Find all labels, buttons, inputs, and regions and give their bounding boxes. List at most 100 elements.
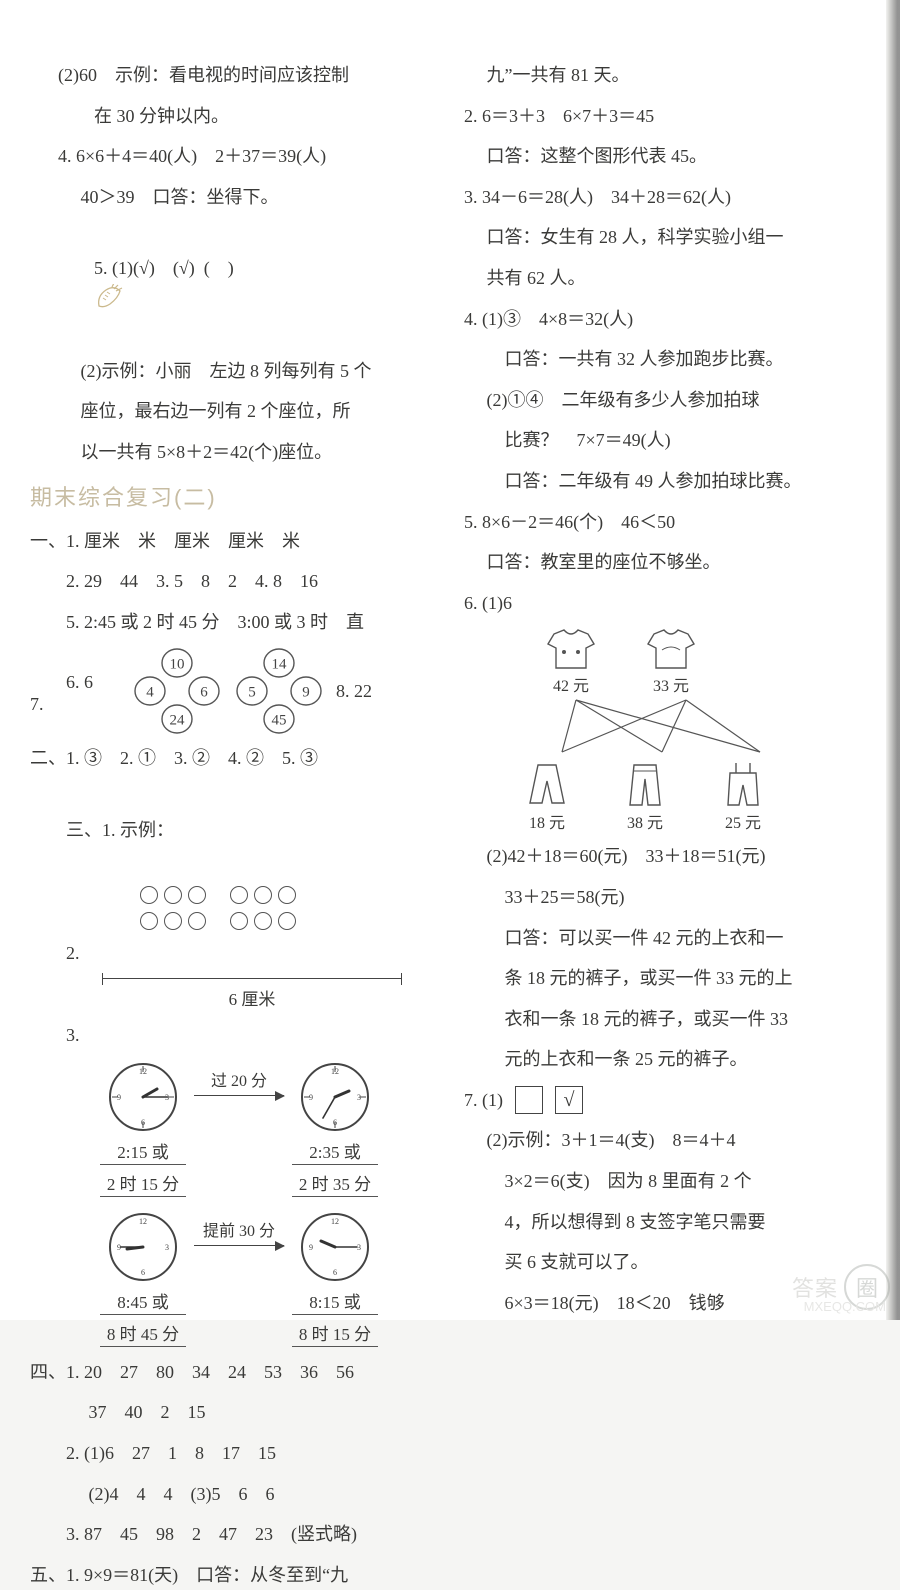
- text-line: 2. 6＝3＋3 6×7＋3＝45: [464, 101, 870, 132]
- circle-group: [230, 912, 296, 930]
- svg-text:6: 6: [141, 1268, 145, 1277]
- clock-caption: 2:35 或: [292, 1137, 378, 1165]
- clock-left: 123 69 8:45 或 8 时 45 分: [100, 1211, 186, 1347]
- text-line: 口答：女生有 28 人，科学实验小组一: [464, 222, 870, 253]
- circle-group: [230, 886, 296, 904]
- text-line: (2)①④ 二年级有多少人参加拍球: [464, 385, 870, 416]
- text-line: 一、1. 厘米 米 厘米 厘米 米: [30, 526, 436, 557]
- clock-right: 123 69 8:15 或 8 时 15 分: [292, 1211, 378, 1347]
- clock-caption: 8:15 或: [292, 1287, 378, 1315]
- circles-row: [30, 912, 436, 930]
- arrow-icon: [194, 1245, 284, 1246]
- ruler-diagram: 6 厘米: [102, 978, 402, 1010]
- price: 42 元: [553, 672, 589, 696]
- svg-text:6: 6: [333, 1118, 337, 1127]
- overalls-icon: [720, 761, 766, 809]
- text-line: 37 40 2 15: [30, 1397, 436, 1428]
- clover-row: 6. 6 7. 10 4 6 24: [30, 647, 436, 735]
- shirt-icon: [544, 628, 598, 672]
- text-line: (2)示例：小丽 左边 8 列每列有 5 个: [30, 356, 436, 387]
- svg-text:6: 6: [141, 1118, 145, 1127]
- text-line: 口答：二年级有 49 人参加拍球比赛。: [464, 466, 870, 497]
- pants-item: 25 元: [720, 761, 766, 833]
- svg-text:9: 9: [309, 1243, 313, 1252]
- price: 38 元: [627, 809, 663, 833]
- text-line: (2)42＋18＝60(元) 33＋18＝51(元): [464, 841, 870, 872]
- text-line: 5. 8×6－2＝46(个) 46＜50: [464, 507, 870, 538]
- svg-text:12: 12: [139, 1067, 147, 1076]
- clock-caption: 2:15 或: [100, 1137, 186, 1165]
- text-line: 3. 34－6＝28(人) 34＋28＝62(人): [464, 182, 870, 213]
- text-line: 九”一共有 81 天。: [464, 60, 870, 91]
- pants-item: 18 元: [524, 761, 570, 833]
- clock-caption: 2 时 15 分: [100, 1169, 186, 1197]
- q7-row: 7. (1) √: [464, 1085, 870, 1116]
- clock-caption: 2 时 35 分: [292, 1169, 378, 1197]
- text-line: 衣和一条 18 元的裤子，或买一件 33: [464, 1004, 870, 1035]
- carrot-icon: [94, 284, 124, 310]
- clover-val: 45: [272, 713, 287, 729]
- worksheet-page: (2)60 示例：看电视的时间应该控制 在 30 分钟以内。 4. 6×6＋4＝…: [0, 0, 900, 1320]
- pants-item: 38 元: [622, 761, 668, 833]
- checkbox: [515, 1086, 543, 1114]
- text-line: 40＞39 口答：坐得下。: [30, 182, 436, 213]
- text-line: 口答：教室里的座位不够坐。: [464, 547, 870, 578]
- clover-val: 10: [170, 657, 185, 673]
- text-line: 四、1. 20 27 80 34 24 53 36 56: [30, 1357, 436, 1388]
- clover-diagram: 14 5 9 45: [234, 647, 324, 735]
- arrow-label: 提前 30 分: [194, 1211, 284, 1246]
- watermark: 答案 圈 MXEQQ.COM: [792, 1264, 890, 1310]
- skirt-icon: [524, 761, 570, 809]
- section-heading: 期末综合复习(二): [30, 480, 436, 512]
- clock-caption: 8 时 45 分: [100, 1319, 186, 1347]
- clock-left: 123 69 2:15 或 2 时 15 分: [100, 1061, 186, 1197]
- checkbox: √: [555, 1086, 583, 1114]
- text-line: 3×2＝6(支) 因为 8 里面有 2 个: [464, 1166, 870, 1197]
- circle-group: [140, 886, 206, 904]
- right-column: 九”一共有 81 天。 2. 6＝3＋3 6×7＋3＝45 口答：这整个图形代表…: [464, 60, 870, 1280]
- svg-text:12: 12: [331, 1217, 339, 1226]
- svg-text:3: 3: [165, 1243, 169, 1252]
- text-line: (2)60 示例：看电视的时间应该控制: [30, 60, 436, 91]
- text-line: 33＋25＝58(元): [464, 882, 870, 913]
- clock-caption: 8 时 15 分: [292, 1319, 378, 1347]
- lead: 7. (1): [464, 1085, 503, 1116]
- clover-val: 5: [248, 685, 256, 701]
- svg-text:9: 9: [309, 1093, 313, 1102]
- shop-top-row: 42 元 33 元: [544, 628, 870, 696]
- shop-bottom-row: 18 元 38 元 25 元: [524, 761, 870, 833]
- text-line: 3. 87 45 98 2 47 23 (竖式略): [30, 1519, 436, 1550]
- clover-val: 24: [170, 713, 186, 729]
- clock-right: 123 69 2:35 或 2 时 35 分: [292, 1061, 378, 1197]
- text-line: 4. 6×6＋4＝40(人) 2＋37＝39(人): [30, 141, 436, 172]
- svg-text:12: 12: [139, 1217, 147, 1226]
- clover-val: 14: [272, 657, 288, 673]
- text-line: 4. (1)③ 4×8＝32(人): [464, 304, 870, 335]
- shirt-item: 33 元: [644, 628, 698, 696]
- clover-val: 9: [302, 685, 310, 701]
- left-column: (2)60 示例：看电视的时间应该控制 在 30 分钟以内。 4. 6×6＋4＝…: [30, 60, 436, 1280]
- sec3-lead: 三、1. 示例：: [30, 784, 436, 876]
- two-column-layout: (2)60 示例：看电视的时间应该控制 在 30 分钟以内。 4. 6×6＋4＝…: [30, 60, 870, 1280]
- label: 三、1. 示例：: [66, 820, 174, 840]
- clover-val: 6: [200, 685, 208, 701]
- arrow-icon: [194, 1095, 284, 1096]
- clock-caption: 8:45 或: [100, 1287, 186, 1315]
- shirt-item: 42 元: [544, 628, 598, 696]
- shirt-icon: [644, 628, 698, 672]
- text-line: 5. 2:45 或 2 时 45 分 3:00 或 3 时 直: [30, 607, 436, 638]
- text-line: 口答：这整个图形代表 45。: [464, 141, 870, 172]
- text-line: 2. 29 44 3. 5 8 2 4. 8 16: [30, 566, 436, 597]
- text-line: 口答：可以买一件 42 元的上衣和一: [464, 923, 870, 954]
- sec3-3-lead: 3.: [30, 1020, 436, 1051]
- text-line: 条 18 元的裤子，或买一件 33 元的上: [464, 963, 870, 994]
- text-line: 共有 62 人。: [464, 263, 870, 294]
- price: 18 元: [529, 809, 565, 833]
- price: 25 元: [725, 809, 761, 833]
- ruler-label: 6 厘米: [102, 985, 402, 1010]
- clock-icon: 123 69: [299, 1211, 371, 1283]
- svg-text:3: 3: [357, 1093, 361, 1102]
- text-line: 2. (1)6 27 1 8 17 15: [30, 1438, 436, 1469]
- text-line: 元的上衣和一条 25 元的裤子。: [464, 1044, 870, 1075]
- connection-lines: [522, 696, 822, 756]
